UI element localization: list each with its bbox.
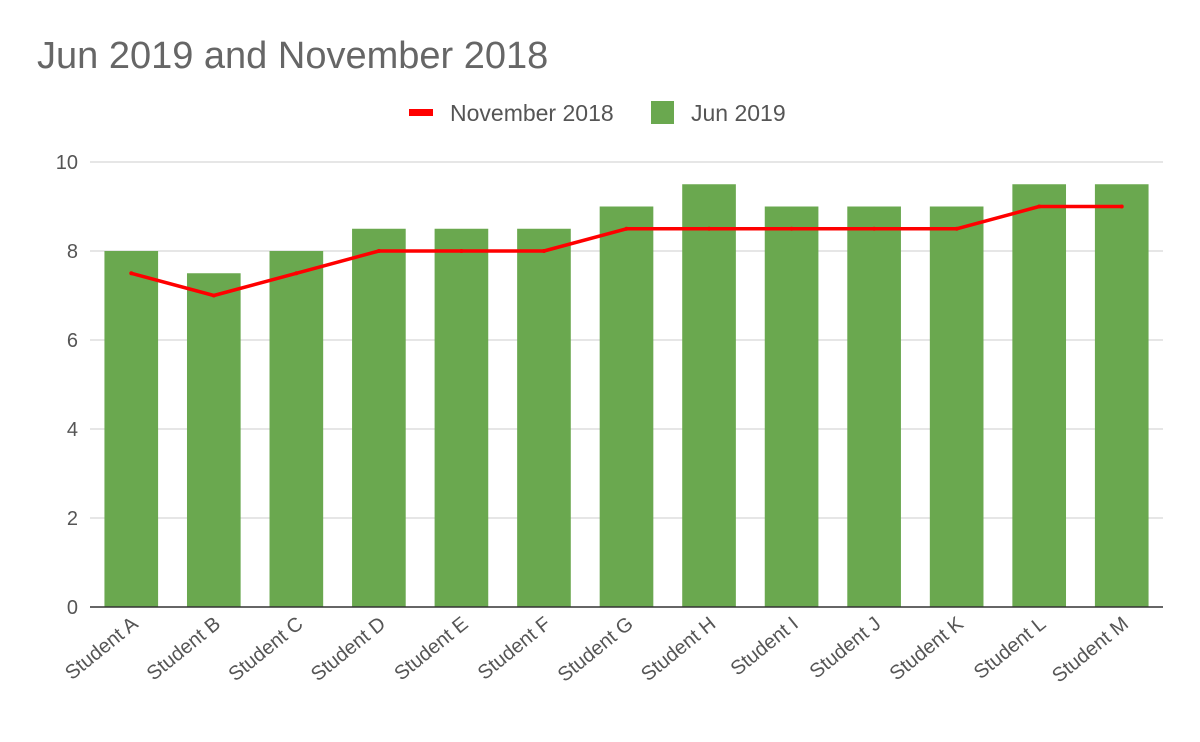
bar-student-i[interactable] xyxy=(764,206,819,608)
y-tick-label-2: 2 xyxy=(67,508,78,530)
legend-swatch-november-2018 xyxy=(409,109,433,116)
legend: November 2018 Jun 2019 xyxy=(409,100,786,126)
line-point-student-g[interactable] xyxy=(624,226,629,231)
x-tick-label-student-b: Student B xyxy=(143,613,225,685)
chart-title: Jun 2019 and November 2018 xyxy=(37,35,548,77)
line-point-student-e[interactable] xyxy=(459,249,464,253)
bar-student-e[interactable] xyxy=(434,228,489,607)
bar-student-k[interactable] xyxy=(929,206,984,608)
y-tick-label-6: 6 xyxy=(67,330,78,352)
y-tick-label-10: 10 xyxy=(56,152,78,174)
y-axis-ticks: 0 2 4 6 8 10 xyxy=(56,152,78,619)
bar-student-h[interactable] xyxy=(682,184,736,607)
bar-student-j[interactable] xyxy=(847,206,901,608)
legend-label-november-2018: November 2018 xyxy=(450,100,614,126)
x-tick-label-student-g: Student G xyxy=(554,613,638,687)
x-axis-categories: Student A Student B Student C Student D Stud… xyxy=(61,612,1133,687)
x-tick-label-student-m: Student M xyxy=(1048,613,1133,687)
bars-jun-2019 xyxy=(104,184,1149,608)
x-tick-label-student-i: Student I xyxy=(727,613,803,680)
line-point-student-j[interactable] xyxy=(872,226,877,231)
bar-student-b[interactable] xyxy=(186,273,241,607)
legend-swatch-jun-2019 xyxy=(651,101,674,124)
bar-student-f[interactable] xyxy=(517,228,571,607)
line-point-student-h[interactable] xyxy=(707,226,712,231)
line-point-student-l[interactable] xyxy=(1037,204,1042,209)
x-tick-label-student-l: Student L xyxy=(970,613,1050,684)
x-tick-label-student-d: Student D xyxy=(307,613,390,686)
line-point-student-i[interactable] xyxy=(789,226,794,231)
x-tick-label-student-a: Student A xyxy=(61,612,143,684)
x-tick-label-student-j: Student J xyxy=(806,613,886,683)
x-tick-label-student-k: Student K xyxy=(886,612,969,685)
y-tick-label-4: 4 xyxy=(67,419,78,441)
y-tick-label-0: 0 xyxy=(67,597,78,619)
bar-student-g[interactable] xyxy=(599,206,654,608)
legend-item-november-2018[interactable]: November 2018 xyxy=(409,100,614,126)
line-november-2018 xyxy=(129,204,1124,298)
bar-student-a[interactable] xyxy=(104,251,159,607)
line-point-student-m[interactable] xyxy=(1119,204,1124,209)
bar-student-m[interactable] xyxy=(1094,184,1149,607)
legend-label-jun-2019: Jun 2019 xyxy=(691,100,786,126)
y-tick-label-8: 8 xyxy=(67,241,78,263)
bar-student-d[interactable] xyxy=(352,228,406,607)
x-tick-label-student-h: Student H xyxy=(637,613,720,686)
bar-student-l[interactable] xyxy=(1012,184,1067,607)
line-point-student-d[interactable] xyxy=(376,249,381,253)
line-point-student-a[interactable] xyxy=(129,271,134,276)
line-point-student-c[interactable] xyxy=(294,271,299,276)
x-tick-label-student-e: Student E xyxy=(390,613,472,685)
legend-item-jun-2019[interactable]: Jun 2019 xyxy=(651,100,786,126)
line-point-student-k[interactable] xyxy=(954,226,959,231)
x-tick-label-student-f: Student F xyxy=(474,613,555,685)
line-point-student-f[interactable] xyxy=(541,249,546,253)
line-point-student-b[interactable] xyxy=(211,293,216,298)
x-tick-label-student-c: Student C xyxy=(225,613,308,686)
bar-student-c[interactable] xyxy=(269,251,324,607)
